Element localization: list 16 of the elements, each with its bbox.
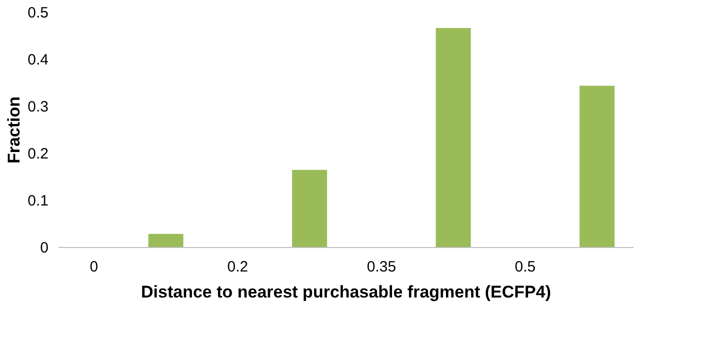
bar: [436, 28, 471, 247]
y-tick-label: 0.3: [28, 98, 48, 116]
bar: [148, 234, 184, 247]
y-tick-label: 0.2: [28, 146, 48, 162]
bar: [580, 86, 615, 247]
y-tick-label: 0.5: [28, 4, 48, 22]
y-tick-label: 0.4: [28, 52, 48, 68]
x-tick-label: 0.5: [514, 258, 536, 276]
x-axis-title: Distance to nearest purchasable fragment (ECFP4): [140, 282, 552, 302]
bar: [292, 170, 328, 247]
x-tick-label: 0.35: [366, 258, 396, 276]
y-tick-label: 0.1: [28, 192, 48, 210]
x-tick-label: 0: [90, 258, 98, 276]
y-tick-label: 0: [40, 240, 48, 256]
y-axis-title: Fraction: [4, 96, 24, 164]
x-tick-label: 0.2: [227, 258, 248, 276]
